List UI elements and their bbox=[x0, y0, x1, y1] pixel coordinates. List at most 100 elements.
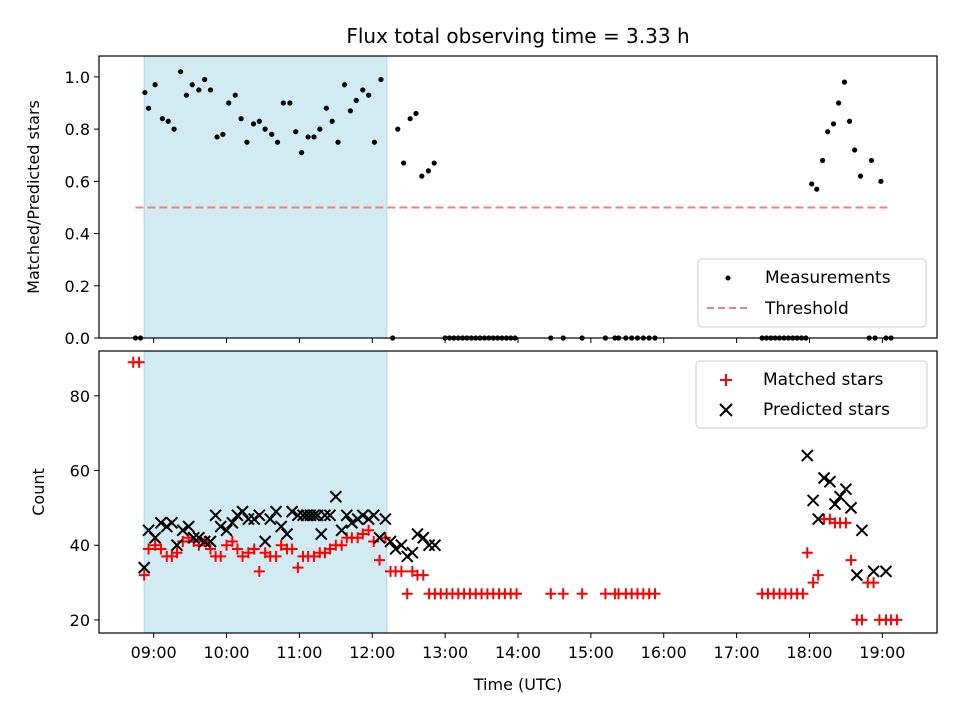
predicted-star-point bbox=[356, 509, 369, 522]
matched-star-point bbox=[856, 614, 868, 626]
predicted-star-point bbox=[806, 494, 820, 507]
measurement-point bbox=[347, 108, 353, 114]
predicted-star-point bbox=[137, 561, 151, 574]
predicted-star-point bbox=[209, 509, 222, 522]
measurement-point bbox=[262, 126, 268, 132]
predicted-star-point bbox=[879, 565, 893, 578]
matched-star-point bbox=[149, 539, 161, 551]
predicted-star-point bbox=[220, 524, 233, 537]
predicted-star-point bbox=[253, 509, 266, 522]
predicted-star-point bbox=[329, 490, 343, 503]
measurement-point bbox=[145, 105, 152, 111]
measurement-point bbox=[152, 82, 158, 88]
measurement-point bbox=[232, 92, 238, 98]
measurement-point bbox=[413, 110, 419, 117]
predicted-star-point bbox=[274, 520, 288, 533]
measurement-point bbox=[250, 121, 257, 127]
matched-star-point bbox=[286, 543, 298, 555]
measurement-point bbox=[305, 134, 311, 140]
measurement-point bbox=[431, 160, 437, 166]
matched-star-point bbox=[270, 550, 282, 562]
legend-matched-marker bbox=[720, 374, 732, 386]
measurement-point bbox=[419, 173, 425, 179]
measurement-point bbox=[196, 87, 202, 93]
y-tick-label: 80 bbox=[70, 387, 90, 406]
matched-star-point bbox=[807, 577, 819, 589]
measurement-point bbox=[311, 134, 317, 140]
predicted-star-point bbox=[315, 527, 328, 541]
legend-matched-label: Matched stars bbox=[763, 370, 883, 390]
legend-measurements-marker bbox=[725, 275, 731, 281]
predicted-star-point bbox=[154, 516, 168, 530]
predicted-star-point bbox=[285, 505, 299, 518]
predicted-star-point bbox=[176, 524, 190, 537]
measurement-point bbox=[171, 126, 177, 132]
predicted-star-point bbox=[345, 516, 359, 530]
predicted-star-point bbox=[280, 527, 294, 541]
predicted-star-point bbox=[214, 520, 227, 533]
matched-star-point bbox=[253, 565, 265, 577]
measurement-point bbox=[269, 131, 275, 137]
count-panel-ylabel: Count bbox=[29, 468, 48, 516]
matched-star-point bbox=[242, 547, 254, 559]
chart-title: Flux total observing time = 3.33 h bbox=[346, 24, 689, 48]
predicted-star-point bbox=[867, 565, 880, 578]
matched-star-point bbox=[226, 535, 238, 547]
measurement-point bbox=[407, 116, 413, 122]
x-tick-label: 12:00 bbox=[349, 643, 395, 662]
measurement-point bbox=[189, 82, 195, 88]
measurement-point bbox=[159, 116, 165, 122]
legend-box bbox=[695, 360, 928, 429]
measurement-point bbox=[317, 126, 323, 132]
matched-star-point bbox=[336, 539, 348, 551]
measurement-point bbox=[220, 131, 226, 137]
measurement-point bbox=[371, 139, 378, 145]
matched-star-point bbox=[143, 543, 155, 555]
y-tick-label: 0.6 bbox=[65, 172, 90, 191]
predicted-star-point bbox=[226, 516, 239, 530]
x-tick-label: 17:00 bbox=[714, 643, 760, 662]
ratio-panel-legend: Measurements Threshold bbox=[697, 258, 927, 328]
matched-star-point bbox=[801, 547, 813, 559]
predicted-star-point bbox=[192, 531, 206, 544]
measurement-point bbox=[323, 105, 329, 111]
predicted-star-point bbox=[236, 505, 249, 518]
predicted-star-point bbox=[323, 509, 337, 522]
predicted-star-point bbox=[384, 535, 397, 548]
ratio-panel-ylabel: Matched/Predicted stars bbox=[24, 100, 43, 294]
matched-star-point bbox=[275, 539, 287, 551]
predicted-star-point bbox=[373, 531, 386, 544]
measurement-point bbox=[814, 186, 820, 192]
predicted-star-point bbox=[395, 539, 408, 552]
predicted-star-point bbox=[165, 516, 179, 530]
x-tick-label: 09:00 bbox=[131, 643, 177, 662]
predicted-star-point bbox=[389, 542, 402, 556]
matched-star-point bbox=[324, 543, 336, 555]
predicted-star-point bbox=[307, 509, 321, 522]
matched-star-point bbox=[215, 550, 227, 562]
matched-star-point bbox=[133, 356, 145, 368]
matched-star-point bbox=[557, 588, 569, 600]
matched-star-point bbox=[221, 539, 233, 551]
matched-star-point bbox=[374, 554, 386, 566]
measurement-point bbox=[836, 100, 842, 106]
matched-star-point bbox=[797, 588, 809, 600]
predicted-star-point bbox=[823, 475, 837, 488]
predicted-star-point bbox=[411, 527, 424, 541]
predicted-star-point bbox=[850, 568, 864, 582]
shaded-interval bbox=[144, 56, 387, 338]
predicted-star-point bbox=[417, 531, 430, 544]
y-tick-label: 0.8 bbox=[65, 120, 90, 139]
predicted-star-point bbox=[844, 501, 858, 515]
predicted-star-point bbox=[428, 539, 442, 552]
matched-star-point bbox=[417, 569, 429, 581]
matched-star-point bbox=[155, 543, 167, 555]
predicted-star-point bbox=[269, 505, 283, 518]
measurement-point bbox=[183, 92, 190, 98]
y-tick-label: 1.0 bbox=[65, 68, 90, 87]
predicted-star-point bbox=[833, 490, 847, 503]
predicted-star-point bbox=[170, 539, 184, 552]
y-tick-label: 20 bbox=[70, 611, 90, 630]
matched-star-point bbox=[204, 543, 216, 555]
